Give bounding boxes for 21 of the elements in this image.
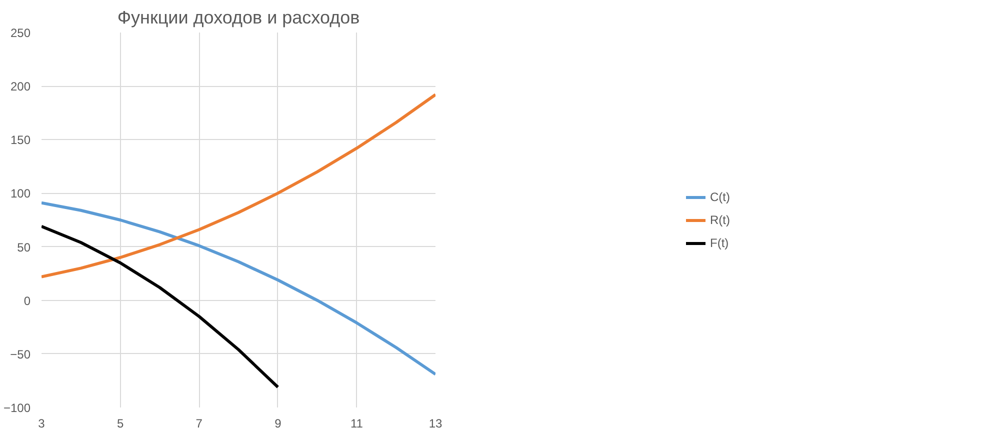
y-tick-label: −50 — [10, 347, 31, 362]
line-series — [42, 224, 280, 389]
legend-label: R(t) — [710, 212, 730, 226]
y-tick-label: 50 — [17, 240, 31, 254]
y-tick-label: −100 — [3, 401, 31, 415]
x-tick-label: 11 — [350, 416, 364, 430]
line-series — [42, 201, 436, 376]
line-series — [42, 93, 436, 278]
x-tick-label: 13 — [428, 416, 442, 430]
x-tick-label: 3 — [38, 416, 46, 430]
y-tick-label: 250 — [10, 26, 31, 40]
y-tick-label: 200 — [10, 80, 31, 94]
chart-title: Функции доходов и расходов — [117, 8, 360, 28]
legend-label: C(t) — [710, 190, 730, 204]
x-tick-label: 5 — [116, 416, 124, 430]
y-tick-label: 100 — [10, 186, 31, 201]
y-tick-label: 150 — [10, 133, 31, 148]
x-tick-label: 7 — [196, 416, 203, 430]
y-tick-label: 0 — [24, 294, 31, 308]
x-tick-label: 9 — [274, 416, 282, 430]
legend-label: F(t) — [710, 236, 730, 250]
